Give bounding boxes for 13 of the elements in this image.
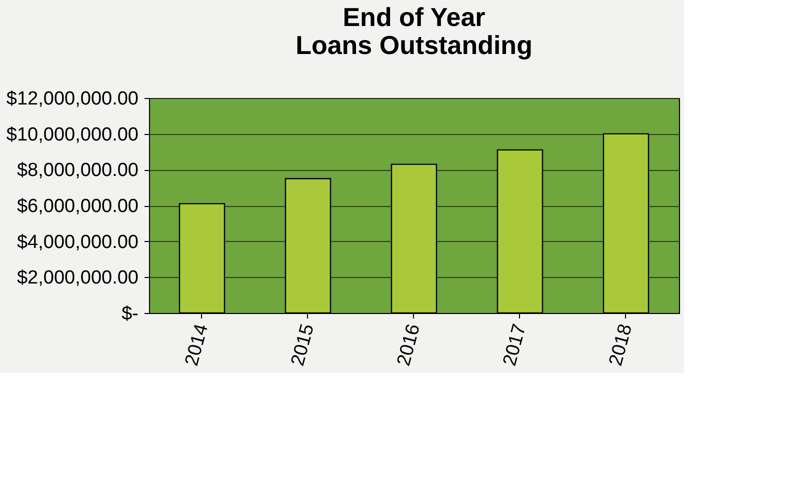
y-tick-label: $12,000,000.00 [6, 88, 138, 110]
x-tick-label: 2014 [181, 322, 213, 368]
y-tick-label: $- [122, 304, 138, 324]
chart-title: End of Year Loans Outstanding [296, 2, 532, 60]
y-tick-label: $10,000,000.00 [6, 124, 138, 146]
y-tick-label: $2,000,000.00 [16, 268, 138, 289]
y-tick-label: $4,000,000.00 [16, 232, 138, 253]
x-tick-label: 2018 [605, 322, 637, 368]
x-tick-label: 2016 [393, 322, 425, 368]
y-tick-label: $6,000,000.00 [16, 196, 138, 217]
x-tick-label: 2017 [499, 322, 531, 368]
x-tick-label: 2015 [287, 322, 319, 368]
y-tick-label: $8,000,000.00 [16, 160, 138, 182]
